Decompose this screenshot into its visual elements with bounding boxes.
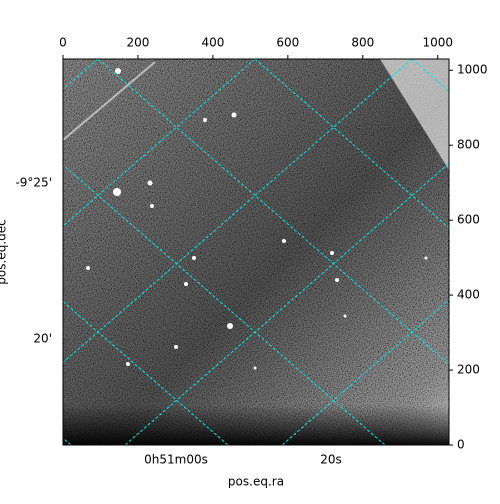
dec-grid-line	[63, 59, 256, 227]
x-tick-label: 400	[201, 36, 224, 50]
y-tick-label: 200	[457, 363, 480, 377]
ra-tick-label: 20s	[320, 453, 342, 467]
ra-grid-line	[63, 164, 386, 445]
ra-grid-line	[254, 59, 449, 229]
ra-tick-label: 0h51m00s	[144, 453, 208, 467]
y-tick-label: 400	[457, 288, 480, 302]
x-tick-label: 200	[126, 36, 149, 50]
dec-tick-label: 20'	[33, 332, 52, 346]
dec-grid-line	[63, 59, 413, 364]
sky-image	[63, 59, 449, 445]
ra-grid-line	[97, 59, 449, 365]
plot-frame	[62, 58, 450, 446]
y-axis-label: pos.eq.dec	[0, 219, 9, 284]
coordinate-grid	[63, 59, 449, 445]
x-tick-label: 0	[59, 36, 67, 50]
x-tick-label: 600	[276, 36, 299, 50]
x-axis-label: pos.eq.ra	[228, 475, 284, 489]
dec-tick-label: -9°25'	[15, 176, 52, 190]
dec-grid-line	[281, 299, 449, 445]
ra-grid-line	[63, 300, 229, 445]
y-tick-label: 800	[457, 138, 480, 152]
y-tick-label: 0	[457, 438, 465, 452]
dec-grid-line	[124, 162, 449, 445]
x-tick-label: 1000	[422, 36, 453, 50]
x-tick-label: 800	[351, 36, 374, 50]
y-tick-label: 600	[457, 213, 480, 227]
y-tick-label: 1000	[457, 63, 488, 77]
